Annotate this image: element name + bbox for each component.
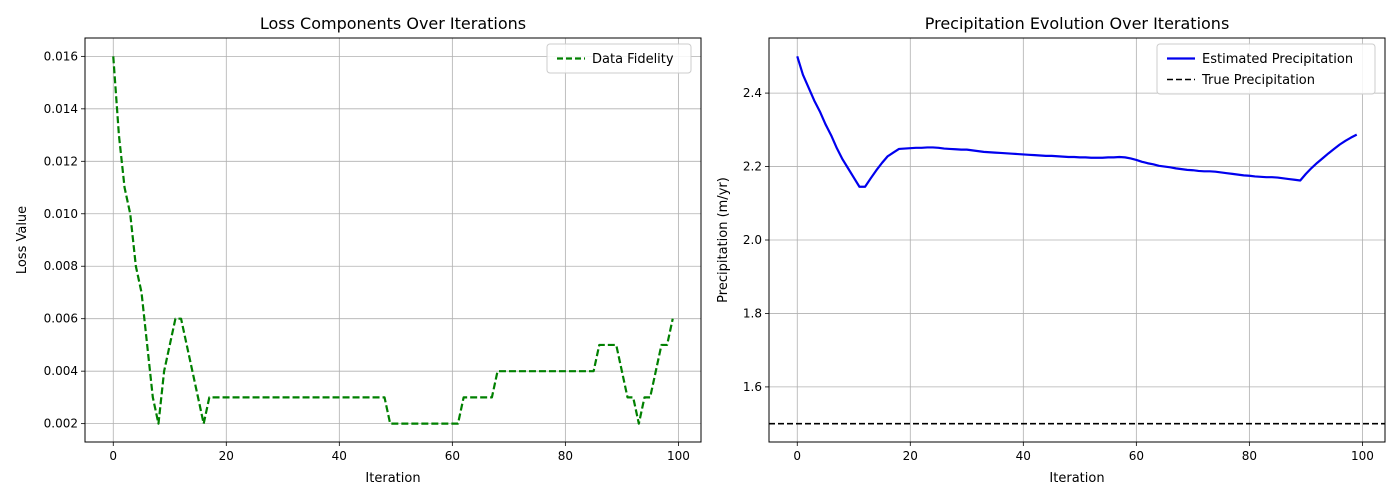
- precipitation-legend: Estimated Precipitation True Precipitatio…: [1156, 43, 1376, 95]
- precipitation-y-tick-label: 1.8: [743, 306, 762, 320]
- loss-chart-title: Loss Components Over Iterations: [260, 14, 526, 33]
- precipitation-y-tick-label: 1.6: [743, 380, 762, 394]
- loss-y-axis-label: Loss Value: [15, 206, 30, 274]
- loss-legend: Data Fidelity: [546, 43, 692, 74]
- loss-y-tick-label: 0.006: [44, 312, 78, 326]
- precipitation-y-axis-label: Precipitation (m/yr): [716, 177, 731, 303]
- loss-ticks: 0 20 40 60 80 100 0.002 0.004 0.006 0.008 0.010 0.0…: [44, 49, 690, 463]
- loss-x-tick-label: 20: [219, 449, 234, 463]
- precipitation-x-tick-label: 40: [1016, 449, 1031, 463]
- loss-x-axis-label: Iteration: [365, 471, 420, 486]
- loss-x-tick-label: 0: [109, 449, 117, 463]
- precipitation-x-axis-label: Iteration: [1049, 471, 1104, 486]
- loss-legend-box: [546, 43, 692, 74]
- precipitation-ticks: 0 20 40 60 80 100 1.6 1.8 2.0 2.2 2.4: [743, 86, 1374, 463]
- precipitation-y-tick-label: 2.4: [743, 86, 762, 100]
- loss-chart: 0 20 40 60 80 100 0.002 0.004 0.006 0.008 0.010 0.0…: [15, 14, 702, 486]
- loss-y-tick-label: 0.008: [44, 259, 78, 273]
- loss-y-tick-label: 0.002: [44, 417, 78, 431]
- precipitation-legend-label: Estimated Precipitation: [1202, 52, 1353, 67]
- loss-y-tick-label: 0.010: [44, 207, 78, 221]
- precipitation-plot-frame: [768, 37, 1386, 443]
- precipitation-x-tick-label: 20: [903, 449, 918, 463]
- loss-y-tick-label: 0.004: [44, 364, 78, 378]
- precipitation-chart-title: Precipitation Evolution Over Iterations: [925, 14, 1230, 33]
- loss-y-tick-label: 0.016: [44, 49, 78, 63]
- loss-x-tick-label: 40: [332, 449, 347, 463]
- loss-series-data-fidelity-line: [112, 56, 674, 425]
- loss-y-tick-label: 0.012: [44, 154, 78, 168]
- precipitation-chart: 0 20 40 60 80 100 1.6 1.8 2.0 2.2 2.4 Precipitatio…: [716, 14, 1386, 486]
- loss-x-tick-label: 100: [667, 449, 690, 463]
- loss-y-tick-label: 0.014: [44, 102, 78, 116]
- precipitation-x-tick-label: 0: [793, 449, 801, 463]
- loss-legend-label: Data Fidelity: [592, 52, 674, 67]
- loss-x-tick-label: 60: [445, 449, 460, 463]
- loss-x-tick-label: 80: [558, 449, 573, 463]
- loss-series: [112, 56, 674, 425]
- precipitation-legend-box: [1156, 43, 1376, 95]
- precipitation-series: [769, 56, 1385, 425]
- precipitation-series-estimated-precipitation-line: [796, 56, 1358, 188]
- precipitation-x-tick-label: 80: [1242, 449, 1257, 463]
- loss-plot-frame: [84, 37, 702, 443]
- precipitation-x-tick-label: 60: [1129, 449, 1144, 463]
- loss-plot-area: [85, 38, 701, 442]
- precipitation-y-tick-label: 2.2: [743, 160, 762, 174]
- precipitation-y-tick-label: 2.0: [743, 233, 762, 247]
- precipitation-x-tick-label: 100: [1351, 449, 1374, 463]
- precipitation-legend-label: True Precipitation: [1201, 73, 1315, 88]
